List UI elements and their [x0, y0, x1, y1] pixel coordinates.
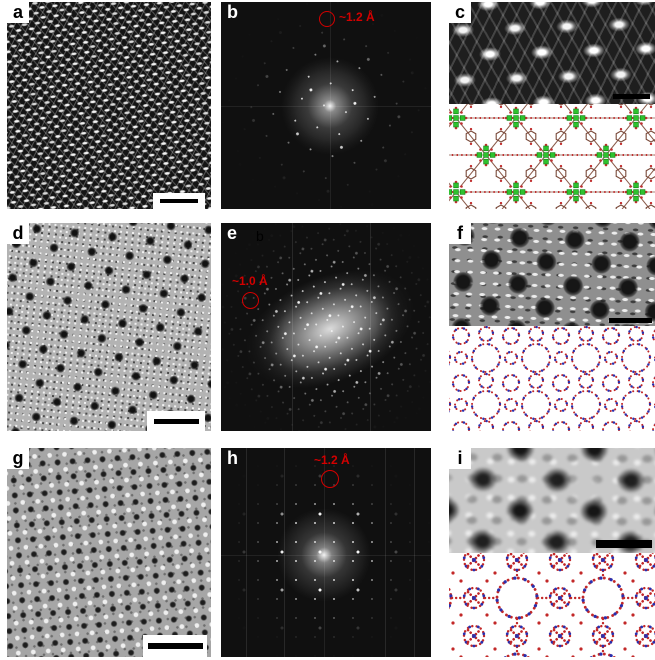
scale-bar-a	[153, 193, 205, 209]
scale-bar-f	[609, 318, 652, 323]
micrograph-i-texture	[449, 448, 655, 553]
panel-label-f: f	[449, 223, 471, 244]
zeolite-structure-model	[449, 326, 655, 431]
micrograph-a-texture	[7, 2, 211, 209]
panel-i-image-and-model: i	[449, 448, 655, 657]
panel-label-b: b	[227, 2, 238, 22]
panel-e-fft: e b ~1.0 Å	[221, 223, 431, 431]
dense-zeolite-structure-model	[449, 553, 655, 657]
panel-label-a: a	[7, 2, 29, 23]
resolution-label-b: ~1.2 Å	[339, 10, 375, 24]
panel-label-h: h	[227, 448, 238, 468]
panel-c-image-and-model: c	[449, 2, 655, 209]
panel-a-micrograph: a	[7, 2, 211, 209]
fft-b-pattern	[221, 2, 431, 209]
resolution-circle-h	[321, 470, 339, 488]
micrograph-f-texture	[449, 223, 655, 326]
panel-d-micrograph: d	[7, 223, 211, 431]
resolution-circle-e	[242, 292, 259, 309]
panel-b-fft: b ~1.2 Å	[221, 2, 431, 209]
panel-label-g: g	[7, 448, 29, 469]
panel-h-fft: h ~1.2 Å	[221, 448, 431, 657]
axis-label-b: b	[256, 228, 264, 244]
scale-bar-i	[596, 540, 652, 548]
mof-structure-model	[449, 104, 655, 209]
scale-bar-c	[613, 94, 650, 99]
panel-label-d: d	[7, 223, 29, 244]
resolution-label-h: ~1.2 Å	[314, 453, 350, 467]
micrograph-g-texture	[7, 448, 211, 657]
panel-label-e: e	[227, 223, 238, 243]
panel-label-i: i	[449, 448, 471, 469]
panel-g-micrograph: g	[7, 448, 211, 657]
micrograph-d-texture	[7, 223, 211, 431]
scale-bar-d	[147, 411, 205, 431]
fft-e-pattern	[221, 223, 431, 431]
scale-bar-g	[143, 635, 207, 657]
resolution-circle-b	[319, 11, 335, 27]
panel-label-c: c	[449, 2, 471, 23]
panel-f-image-and-model: f	[449, 223, 655, 431]
resolution-label-e: ~1.0 Å	[232, 274, 268, 288]
micrograph-c-texture	[449, 2, 655, 104]
